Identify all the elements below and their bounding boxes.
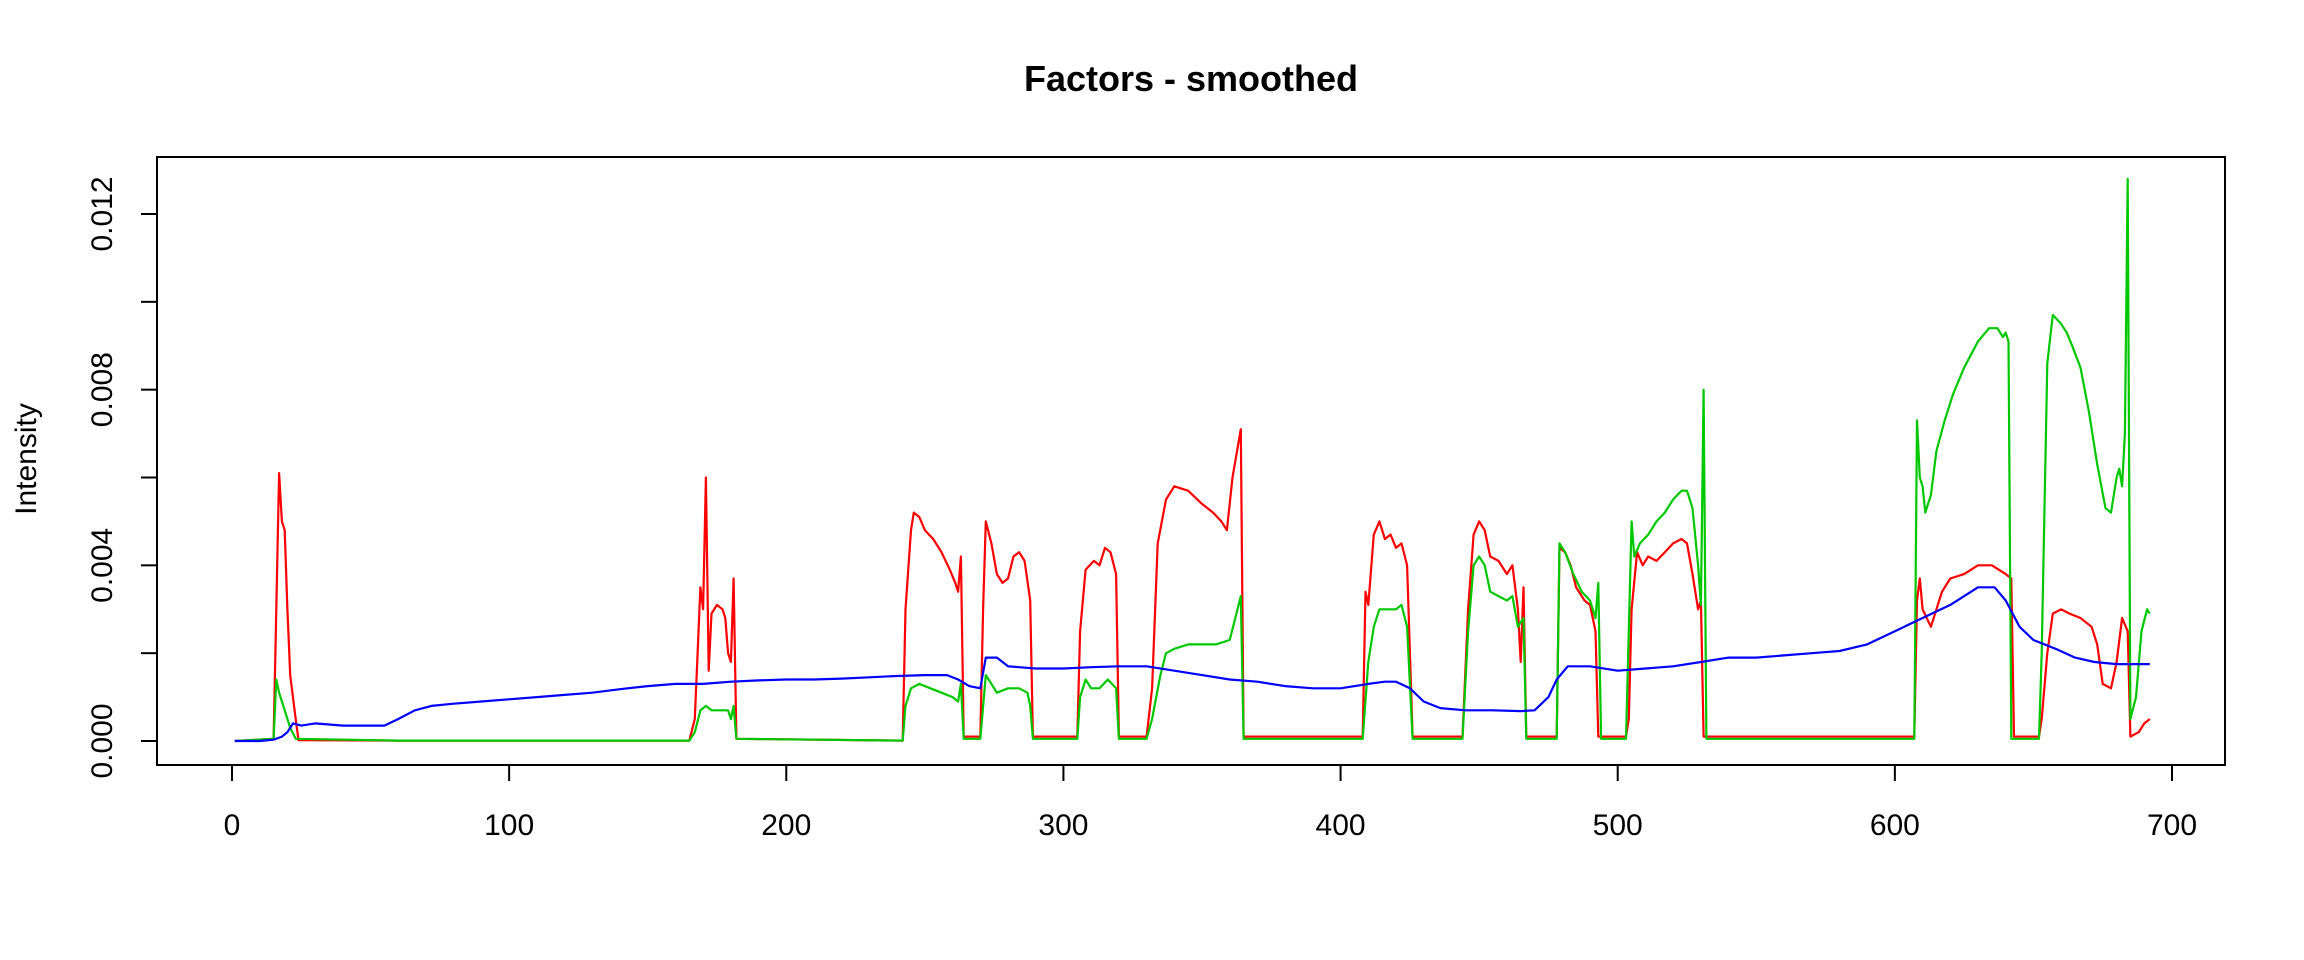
series-line-1 bbox=[234, 428, 2151, 743]
x-tick-label: 400 bbox=[1316, 809, 1366, 842]
y-tick-label: 0.004 bbox=[86, 528, 119, 603]
x-tick-label: 200 bbox=[761, 809, 811, 842]
series-line-2 bbox=[234, 177, 2151, 743]
y-tick-label: 0.000 bbox=[86, 703, 119, 778]
y-tick-label: 0.008 bbox=[86, 352, 119, 427]
x-tick-label: 700 bbox=[2147, 809, 2197, 842]
x-tick-label: 500 bbox=[1593, 809, 1643, 842]
chart-title: Factors - smoothed bbox=[1024, 58, 1358, 99]
x-tick-label: 0 bbox=[224, 809, 241, 842]
x-axis: 0 100 200 300 400 500 600 700 bbox=[224, 765, 2197, 842]
x-tick-label: 300 bbox=[1038, 809, 1088, 842]
y-tick-label: 0.012 bbox=[86, 176, 119, 251]
series-layer bbox=[234, 177, 2151, 743]
plot-frame bbox=[156, 156, 2226, 766]
series-line-3 bbox=[234, 586, 2150, 743]
y-axis: 0.000 0.004 0.008 0.012 bbox=[86, 176, 157, 779]
x-tick-label: 600 bbox=[1870, 809, 1920, 842]
x-tick-label: 100 bbox=[484, 809, 534, 842]
y-axis-label: Intensity bbox=[10, 403, 43, 515]
